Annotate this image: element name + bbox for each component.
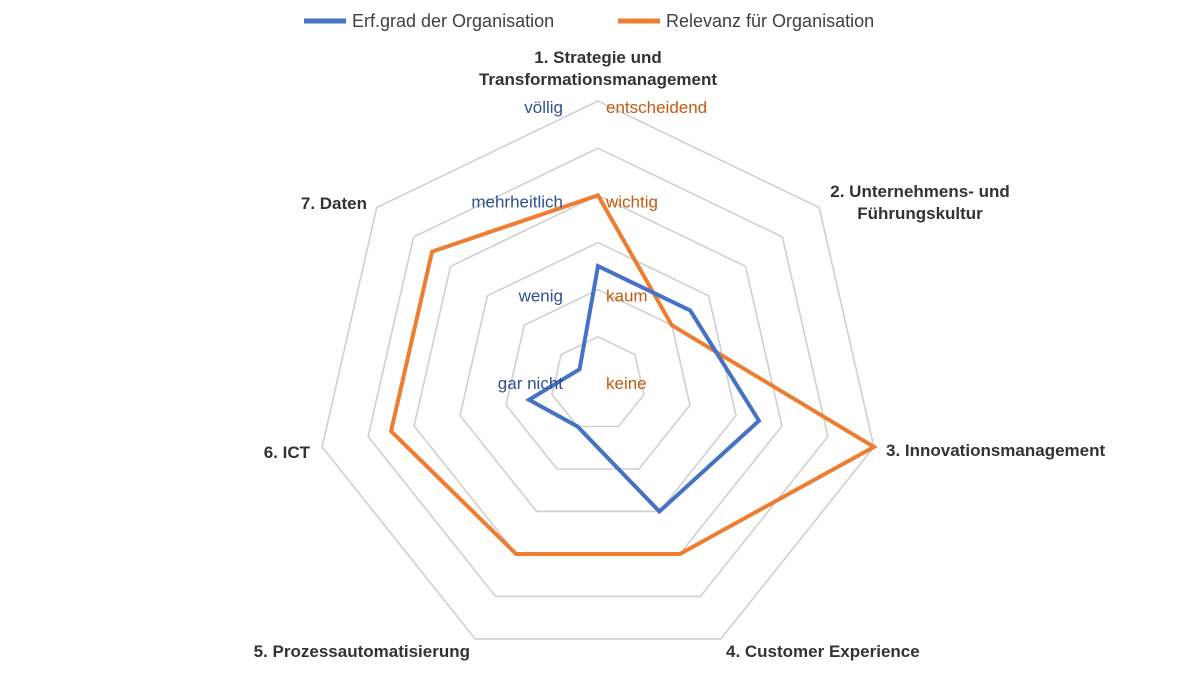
scale-label-right-0: keine — [606, 374, 647, 393]
grid-ring-6 — [321, 100, 875, 640]
legend-label-series-1: Relevanz für Organisation — [666, 11, 874, 31]
scale-label-left-6: völlig — [524, 98, 563, 117]
axis-label-2: 2. Unternehmens- und Führungskultur — [830, 182, 1009, 223]
scale-label-right-2: kaum — [606, 287, 648, 306]
axis-label-3: 3. Innovationsmanagement — [886, 441, 1105, 460]
series-line-0 — [525, 263, 762, 515]
scale-label-left-0: gar nicht — [498, 374, 563, 393]
grid-ring-1 — [551, 335, 645, 428]
scale-label-left-4: mehrheitlich — [471, 192, 563, 211]
legend-label-series-0: Erf.grad der Organisation — [352, 11, 554, 31]
axis-label-7: 7. Daten — [301, 194, 367, 213]
scale-labels: völlig mehrheitlich wenig gar nicht entschei… — [471, 98, 707, 393]
scale-label-right-4: wichtig — [605, 192, 658, 211]
series-layer — [388, 192, 878, 556]
grid-ring-3 — [459, 241, 737, 513]
radar-grid — [321, 100, 875, 640]
legend: Erf.grad der Organisation Relevanz für O… — [304, 11, 874, 31]
scale-label-right-6: entscheidend — [606, 98, 707, 117]
grid-ring-2 — [505, 288, 691, 470]
grid-ring-5 — [367, 147, 829, 598]
axis-label-1: 1. Strategie und Transformationsmanagemen… — [479, 48, 717, 89]
scale-label-left-2: wenig — [518, 287, 563, 306]
axis-label-4: 4. Customer Experience — [726, 642, 920, 661]
series-line-1 — [388, 192, 878, 556]
axis-label-5: 5. Prozessautomatisierung — [254, 642, 470, 661]
axis-labels: 1. Strategie und Transformationsmanagemen… — [254, 48, 1106, 661]
axis-label-6: 6. ICT — [264, 443, 311, 462]
